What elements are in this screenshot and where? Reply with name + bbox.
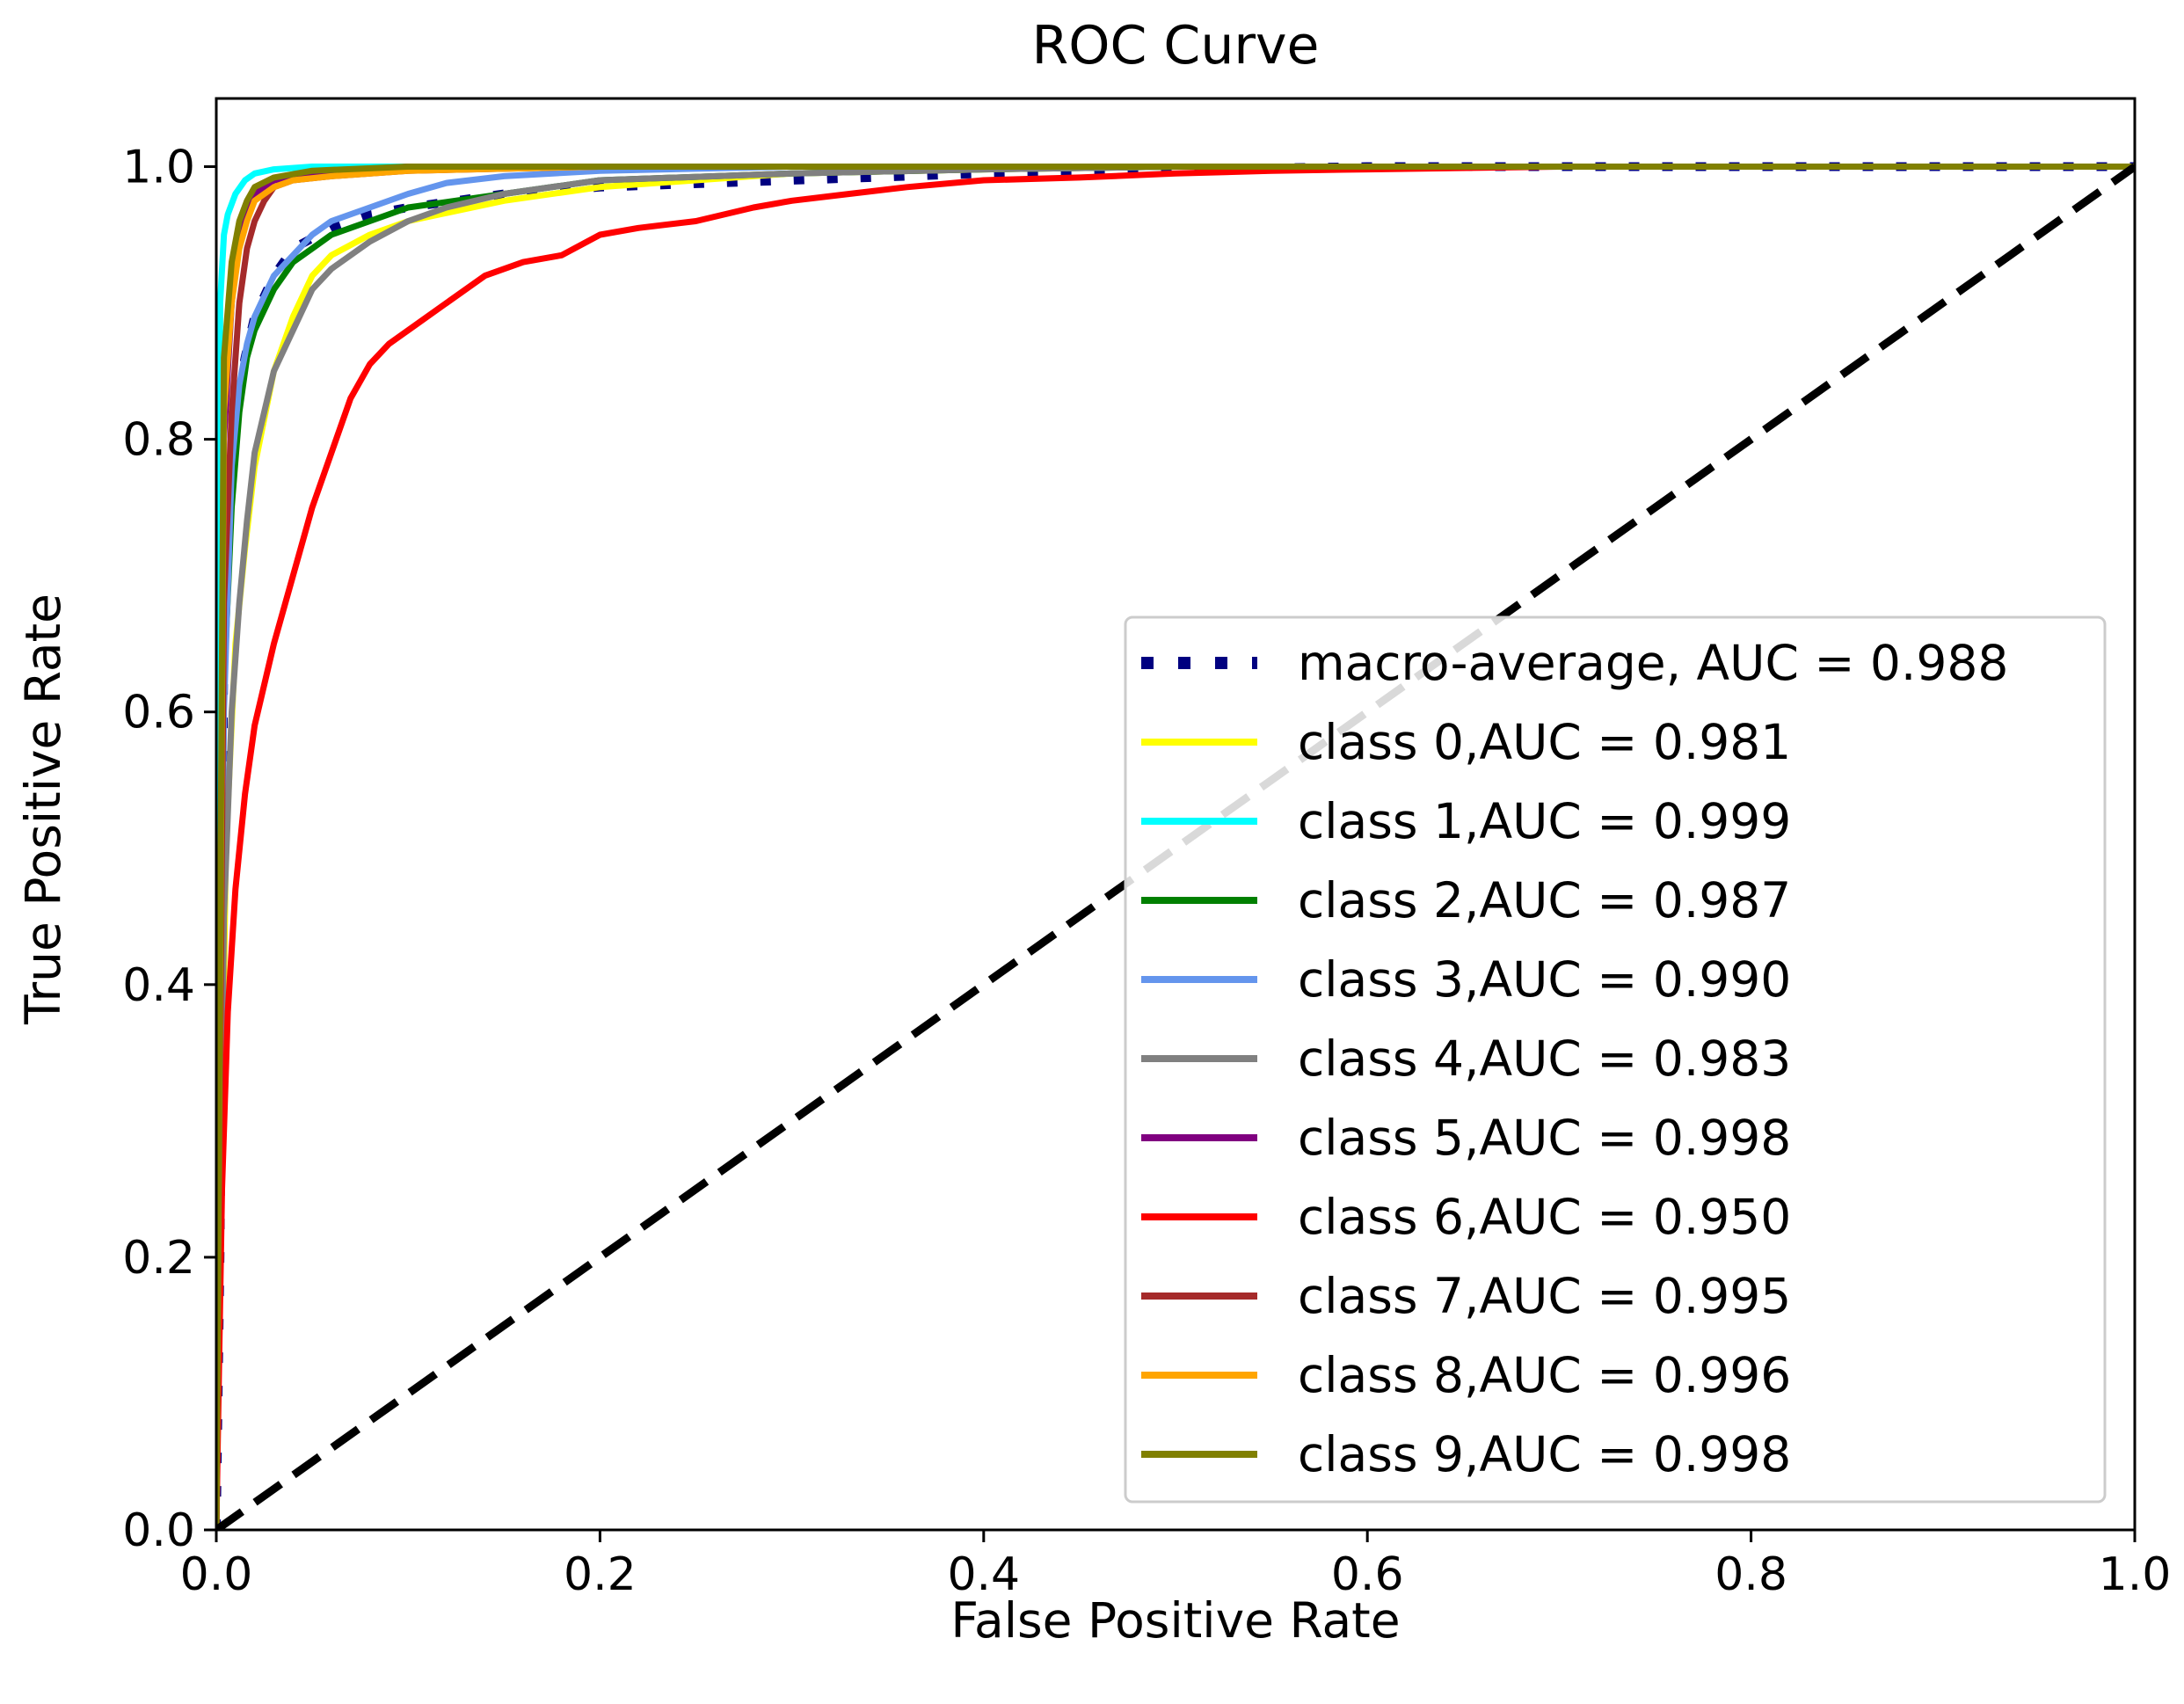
y-tick-label: 0.0 (122, 1504, 195, 1557)
chart-title: ROC Curve (1032, 15, 1320, 76)
legend-label-6: class 5,AUC = 0.998 (1298, 1110, 1791, 1166)
legend-label-0: macro-average, AUC = 0.988 (1298, 635, 2008, 691)
series-line-7 (216, 164, 2135, 1530)
y-tick-label: 0.6 (122, 687, 195, 739)
legend-label-1: class 0,AUC = 0.981 (1298, 714, 1791, 770)
legend-label-7: class 6,AUC = 0.950 (1298, 1189, 1791, 1245)
legend-label-10: class 9,AUC = 0.998 (1298, 1426, 1791, 1482)
legend-label-3: class 2,AUC = 0.987 (1298, 872, 1791, 928)
legend-box (1124, 615, 2107, 1504)
legend-label-2: class 1,AUC = 0.999 (1298, 793, 1791, 849)
diagonal-reference-line (216, 163, 2135, 1530)
axis-ticks: 0.0 0.2 0.4 0.6 0.8 1.0 0.0 0.2 0.4 0.6 0.8 1.0 (122, 142, 2171, 1601)
legend-label-5: class 4,AUC = 0.983 (1298, 1030, 1791, 1087)
series-line-4 (216, 164, 2135, 1530)
x-tick-label: 0.8 (1714, 1548, 1787, 1601)
series-line-10 (216, 164, 2135, 1530)
series-line-5 (216, 164, 2135, 1530)
legend: macro-average, AUC = 0.988 class 0,AUC = … (1124, 615, 2107, 1504)
x-tick-label: 0.6 (1331, 1548, 1404, 1601)
x-axis-label: False Positive Rate (950, 1592, 1400, 1649)
y-axis-label: True Positive Rate (15, 593, 71, 1025)
x-tick-label: 0.4 (947, 1548, 1020, 1601)
plot-frame (215, 97, 2137, 1532)
x-tick-label: 0.2 (564, 1548, 637, 1601)
legend-label-8: class 7,AUC = 0.995 (1298, 1268, 1791, 1324)
x-tick-label: 1.0 (2099, 1548, 2172, 1601)
y-tick-label: 0.8 (122, 414, 195, 467)
legend-label-9: class 8,AUC = 0.996 (1298, 1347, 1791, 1403)
y-tick-label: 0.2 (122, 1232, 195, 1285)
x-tick-label: 0.0 (180, 1548, 253, 1601)
y-tick-label: 0.4 (122, 959, 195, 1012)
plot-area (216, 162, 2135, 1530)
y-tick-label: 1.0 (122, 142, 195, 194)
legend-label-4: class 3,AUC = 0.990 (1298, 951, 1791, 1008)
